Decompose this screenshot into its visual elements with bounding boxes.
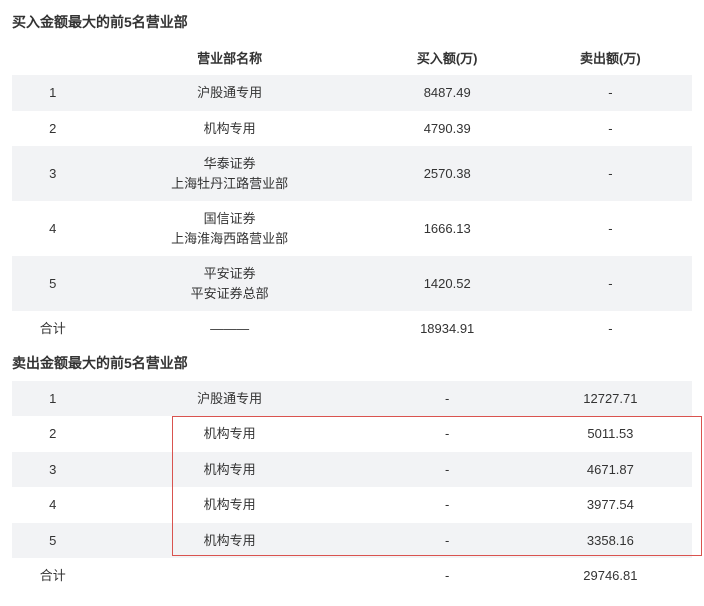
cell-name: 机构专用 <box>94 111 366 147</box>
cell-sell: 5011.53 <box>529 416 692 452</box>
cell-sell: - <box>529 146 692 201</box>
col-sell: 卖出额(万) <box>529 40 692 75</box>
cell-sell: - <box>529 201 692 256</box>
cell-idx: 1 <box>12 75 94 111</box>
buy-section-title: 买入金额最大的前5名营业部 <box>12 12 692 32</box>
cell-total-buy: 18934.91 <box>366 311 529 347</box>
cell-name: 机构专用 <box>94 452 366 488</box>
buy-table: 营业部名称 买入额(万) 卖出额(万) 1沪股通专用8487.49-2机构专用4… <box>12 40 692 347</box>
cell-total-label: 合计 <box>12 558 94 594</box>
cell-sell: 3358.16 <box>529 523 692 559</box>
cell-buy: - <box>366 452 529 488</box>
col-name: 营业部名称 <box>94 40 366 75</box>
cell-sell: 12727.71 <box>529 381 692 417</box>
buy-table-body: 1沪股通专用8487.49-2机构专用4790.39-3华泰证券上海牡丹江路营业… <box>12 75 692 347</box>
name-line: 平安证券总部 <box>98 284 362 304</box>
table-row: 2机构专用-5011.53 <box>12 416 692 452</box>
cell-idx: 4 <box>12 487 94 523</box>
cell-name: 机构专用 <box>94 416 366 452</box>
cell-name: 华泰证券上海牡丹江路营业部 <box>94 146 366 201</box>
table-row: 5机构专用-3358.16 <box>12 523 692 559</box>
name-line: 华泰证券 <box>98 154 362 174</box>
cell-idx: 4 <box>12 201 94 256</box>
cell-total-name <box>94 558 366 594</box>
cell-buy: 2570.38 <box>366 146 529 201</box>
cell-total-label: 合计 <box>12 311 94 347</box>
cell-name: 沪股通专用 <box>94 381 366 417</box>
table-row: 1沪股通专用8487.49- <box>12 75 692 111</box>
name-line: 国信证券 <box>98 209 362 229</box>
col-buy: 买入额(万) <box>366 40 529 75</box>
cell-sell: - <box>529 75 692 111</box>
cell-total-buy: - <box>366 558 529 594</box>
name-line: 平安证券 <box>98 264 362 284</box>
cell-idx: 5 <box>12 256 94 311</box>
cell-idx: 5 <box>12 523 94 559</box>
sell-table: 1沪股通专用-12727.712机构专用-5011.533机构专用-4671.8… <box>12 381 692 594</box>
name-line: 沪股通专用 <box>98 83 362 103</box>
cell-sell: - <box>529 256 692 311</box>
name-line: 上海淮海西路营业部 <box>98 229 362 249</box>
col-idx <box>12 40 94 75</box>
cell-total-name: ——— <box>94 311 366 347</box>
cell-name: 机构专用 <box>94 487 366 523</box>
cell-buy: 1666.13 <box>366 201 529 256</box>
cell-idx: 2 <box>12 111 94 147</box>
cell-sell: - <box>529 111 692 147</box>
cell-buy: 8487.49 <box>366 75 529 111</box>
name-line: 机构专用 <box>98 119 362 139</box>
cell-name: 平安证券平安证券总部 <box>94 256 366 311</box>
sell-section: 卖出金额最大的前5名营业部 1沪股通专用-12727.712机构专用-5011.… <box>12 353 692 594</box>
cell-buy: - <box>366 487 529 523</box>
cell-total-sell: 29746.81 <box>529 558 692 594</box>
cell-buy: 4790.39 <box>366 111 529 147</box>
cell-idx: 1 <box>12 381 94 417</box>
sell-table-wrap: 1沪股通专用-12727.712机构专用-5011.533机构专用-4671.8… <box>12 381 692 594</box>
table-row: 2机构专用4790.39- <box>12 111 692 147</box>
sell-section-title: 卖出金额最大的前5名营业部 <box>12 353 692 373</box>
cell-buy: - <box>366 416 529 452</box>
cell-idx: 2 <box>12 416 94 452</box>
cell-buy: 1420.52 <box>366 256 529 311</box>
cell-buy: - <box>366 523 529 559</box>
cell-idx: 3 <box>12 146 94 201</box>
cell-name: 国信证券上海淮海西路营业部 <box>94 201 366 256</box>
table-row: 4机构专用-3977.54 <box>12 487 692 523</box>
cell-idx: 3 <box>12 452 94 488</box>
cell-name: 机构专用 <box>94 523 366 559</box>
total-row: 合计 -29746.81 <box>12 558 692 594</box>
table-row: 3华泰证券上海牡丹江路营业部2570.38- <box>12 146 692 201</box>
name-line: 上海牡丹江路营业部 <box>98 174 362 194</box>
buy-table-header: 营业部名称 买入额(万) 卖出额(万) <box>12 40 692 75</box>
table-row: 4国信证券上海淮海西路营业部1666.13- <box>12 201 692 256</box>
cell-sell: 4671.87 <box>529 452 692 488</box>
table-row: 3机构专用-4671.87 <box>12 452 692 488</box>
cell-total-sell: - <box>529 311 692 347</box>
sell-table-body: 1沪股通专用-12727.712机构专用-5011.533机构专用-4671.8… <box>12 381 692 594</box>
cell-name: 沪股通专用 <box>94 75 366 111</box>
buy-section: 买入金额最大的前5名营业部 营业部名称 买入额(万) 卖出额(万) 1沪股通专用… <box>12 12 692 347</box>
cell-buy: - <box>366 381 529 417</box>
cell-sell: 3977.54 <box>529 487 692 523</box>
table-row: 5平安证券平安证券总部1420.52- <box>12 256 692 311</box>
total-row: 合计———18934.91- <box>12 311 692 347</box>
table-row: 1沪股通专用-12727.71 <box>12 381 692 417</box>
